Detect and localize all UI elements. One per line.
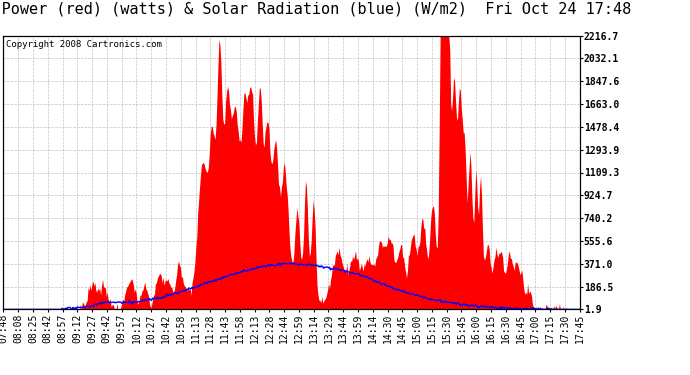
Text: Grid Power (red) (watts) & Solar Radiation (blue) (W/m2)  Fri Oct 24 17:48: Grid Power (red) (watts) & Solar Radiati… [0, 2, 631, 17]
Text: Copyright 2008 Cartronics.com: Copyright 2008 Cartronics.com [6, 40, 162, 49]
